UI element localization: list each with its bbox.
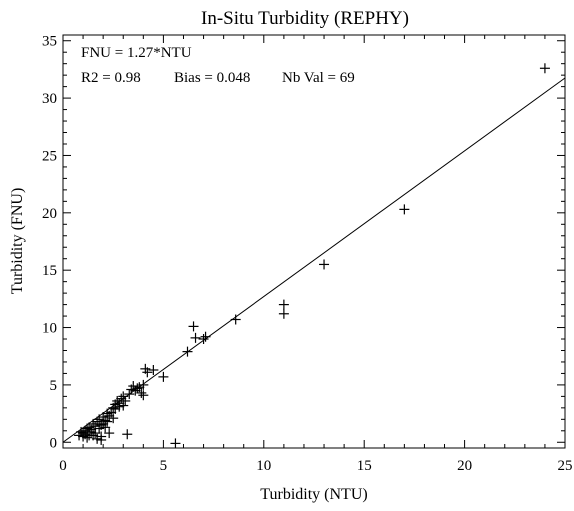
data-point (136, 387, 147, 398)
data-point (114, 398, 125, 409)
data-point (200, 331, 211, 342)
x-tick-label: 25 (558, 458, 573, 474)
y-tick-label: 25 (42, 148, 57, 164)
x-axis-label: Turbidity (NTU) (260, 486, 367, 503)
x-tick-label: 20 (457, 458, 472, 474)
y-tick-label: 35 (42, 34, 57, 50)
data-point (539, 63, 550, 74)
data-point (188, 321, 199, 332)
data-point (108, 413, 119, 424)
data-point (118, 391, 129, 402)
data-point (90, 428, 101, 439)
y-tick-label: 30 (42, 91, 57, 107)
data-point (100, 422, 111, 433)
fit-equation: FNU = 1.27*NTU (81, 45, 192, 61)
plot-frame (62, 34, 566, 449)
data-point (142, 367, 153, 378)
data-point (102, 416, 113, 427)
r2-value: R2 = 0.98 (81, 70, 141, 86)
count-value: Nb Val = 69 (282, 70, 355, 86)
data-point (76, 426, 87, 437)
data-point (148, 364, 159, 375)
y-tick-label: 20 (42, 206, 57, 222)
data-point (84, 430, 95, 441)
data-point (158, 371, 169, 382)
y-axis: 0 5 10 15 20 25 30 35 (42, 34, 565, 451)
data-point (118, 400, 129, 411)
x-axis: 0 5 10 15 20 25 (59, 35, 573, 474)
data-point (170, 438, 181, 449)
data-point (78, 431, 89, 442)
data-point (138, 379, 149, 390)
y-tick-label: 15 (42, 263, 57, 279)
data-point (182, 346, 193, 357)
data-point (132, 383, 143, 394)
x-tick-label: 15 (357, 458, 372, 474)
data-point (110, 403, 121, 414)
plot-area (62, 63, 566, 449)
data-point (319, 259, 330, 270)
y-tick-label: 10 (42, 321, 57, 337)
data-point (278, 299, 289, 310)
stats-annotation: FNU = 1.27*NTU R2 = 0.98 Bias = 0.048 Nb… (81, 45, 355, 86)
data-point (190, 332, 201, 343)
data-point (126, 384, 137, 395)
data-point (138, 390, 149, 401)
x-tick-label: 0 (59, 458, 67, 474)
data-point (80, 429, 91, 440)
x-tick-label: 5 (160, 458, 168, 474)
y-axis-label: Turbidity (FNU) (9, 188, 26, 295)
data-point (88, 418, 99, 429)
data-point (116, 393, 127, 404)
y-tick-label: 0 (50, 435, 58, 451)
x-tick-label: 10 (256, 458, 271, 474)
data-point (124, 389, 135, 400)
chart-title: In-Situ Turbidity (REPHY) (201, 8, 409, 29)
data-point (122, 429, 133, 440)
data-point (198, 334, 209, 345)
data-point (104, 428, 115, 439)
data-point (92, 433, 103, 444)
data-point (120, 395, 131, 406)
data-point (96, 434, 107, 445)
y-tick-label: 5 (50, 378, 58, 394)
data-point (134, 382, 145, 393)
data-point (230, 314, 241, 325)
data-point (278, 308, 289, 319)
bias-value: Bias = 0.048 (174, 70, 250, 86)
regression-line (62, 77, 566, 443)
data-point (96, 420, 107, 431)
data-point (94, 414, 105, 425)
data-point (399, 204, 410, 215)
